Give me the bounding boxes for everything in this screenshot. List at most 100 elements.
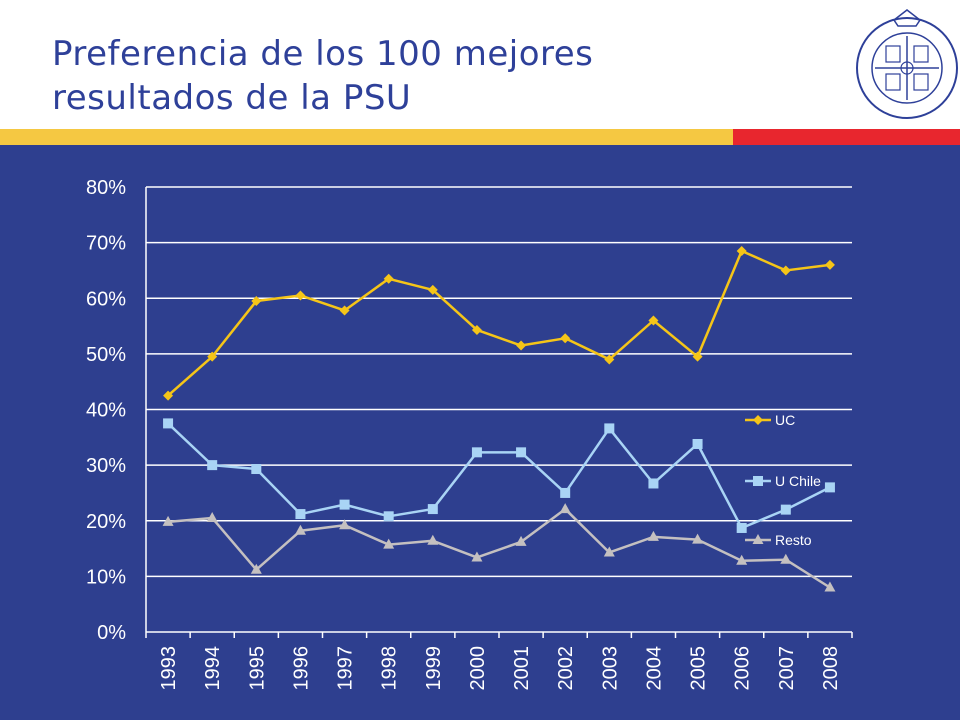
point-u-chile-1996 xyxy=(295,509,306,520)
x-tick-label-2003: 2003 xyxy=(599,646,621,691)
point-uc-2006 xyxy=(736,245,747,256)
point-resto-1997 xyxy=(339,519,351,530)
series-uc xyxy=(163,245,835,401)
header-stripe-red xyxy=(733,129,960,145)
y-tick-label-2: 20% xyxy=(86,511,126,533)
x-tick-label-2007: 2007 xyxy=(776,646,798,691)
legend-item-resto: Resto xyxy=(745,532,812,548)
y-tick-label-3: 30% xyxy=(86,455,126,477)
legend-marker-uc xyxy=(753,415,763,425)
point-u-chile-1997 xyxy=(339,499,350,510)
point-uc-2003 xyxy=(604,354,615,365)
y-tick-label-8: 80% xyxy=(86,177,126,199)
y-tick-label-1: 10% xyxy=(86,566,126,588)
chart-series xyxy=(162,245,836,592)
x-tick-label-2008: 2008 xyxy=(820,646,842,691)
point-resto-2002 xyxy=(559,503,571,514)
point-u-chile-1999 xyxy=(427,504,438,515)
legend-marker-u-chile xyxy=(753,476,763,486)
slide-title-line-1: Preferencia de los 100 mejores xyxy=(52,34,594,74)
point-u-chile-1998 xyxy=(383,511,394,522)
point-uc-1999 xyxy=(427,284,438,295)
point-uc-2000 xyxy=(471,324,482,335)
legend-item-u-chile: U Chile xyxy=(745,473,821,489)
point-uc-2008 xyxy=(824,259,835,270)
point-uc-1995 xyxy=(251,296,262,307)
x-tick-label-2000: 2000 xyxy=(467,646,489,691)
y-tick-label-7: 70% xyxy=(86,233,126,255)
x-tick-label-2001: 2001 xyxy=(511,646,533,691)
x-tick-label-2002: 2002 xyxy=(555,646,577,691)
point-resto-2000 xyxy=(471,551,483,562)
point-uc-2005 xyxy=(692,351,703,362)
point-u-chile-2003 xyxy=(604,423,615,434)
point-resto-1996 xyxy=(294,524,306,535)
point-uc-1993 xyxy=(163,390,174,401)
x-tick-label-1997: 1997 xyxy=(335,646,357,691)
point-resto-1998 xyxy=(383,538,395,549)
point-resto-1993 xyxy=(162,515,174,526)
legend-item-uc: UC xyxy=(745,412,795,428)
legend-label-u-chile: U Chile xyxy=(775,473,821,489)
x-axis-tick-labels: 1993 1994 1995 1996 1997 1998 1999 2000 2001 2002… xyxy=(158,646,842,691)
series-line-u-chile xyxy=(167,422,831,530)
y-tick-label-4: 40% xyxy=(86,400,126,422)
chart-background xyxy=(0,145,960,720)
point-u-chile-2007 xyxy=(780,504,791,515)
x-tick-label-2005: 2005 xyxy=(688,646,710,691)
point-u-chile-2001 xyxy=(516,447,527,458)
point-uc-2007 xyxy=(780,265,791,276)
chart-gridlines xyxy=(145,186,853,638)
point-u-chile-2004 xyxy=(648,478,659,489)
point-resto-2007 xyxy=(780,553,792,564)
y-tick-label-0: 0% xyxy=(97,622,126,644)
legend-label-resto: Resto xyxy=(775,532,812,548)
point-u-chile-1995 xyxy=(251,464,262,475)
point-u-chile-2006 xyxy=(736,522,747,533)
series-u-chile xyxy=(163,418,835,533)
y-tick-label-5: 50% xyxy=(86,344,126,366)
slide-title: Preferencia de los 100 mejores resultado… xyxy=(52,32,772,120)
y-tick-label-6: 60% xyxy=(86,288,126,310)
point-u-chile-1994 xyxy=(207,460,218,471)
series-line-uc xyxy=(167,249,831,397)
x-tick-label-1993: 1993 xyxy=(158,646,180,691)
point-u-chile-2005 xyxy=(692,438,703,449)
point-resto-2005 xyxy=(692,533,704,544)
point-resto-1999 xyxy=(427,534,439,545)
x-tick-label-1999: 1999 xyxy=(423,646,445,691)
point-uc-1996 xyxy=(295,290,306,301)
x-tick-label-1994: 1994 xyxy=(202,646,224,691)
point-uc-2002 xyxy=(560,333,571,344)
point-uc-1994 xyxy=(207,351,218,362)
point-uc-2004 xyxy=(648,315,659,326)
point-u-chile-2008 xyxy=(824,482,835,493)
legend-marker-resto xyxy=(752,534,764,544)
point-resto-1995 xyxy=(250,563,262,574)
point-resto-2001 xyxy=(515,535,527,546)
point-resto-2004 xyxy=(647,530,659,541)
series-line-resto xyxy=(167,507,831,589)
x-tick-label-1995: 1995 xyxy=(246,646,268,691)
x-tick-label-2006: 2006 xyxy=(732,646,754,691)
point-uc-1997 xyxy=(339,305,350,316)
chart-legend: UC U Chile Resto xyxy=(745,412,821,548)
university-seal-logo xyxy=(856,9,958,119)
point-resto-1994 xyxy=(206,511,218,522)
point-resto-2003 xyxy=(603,546,615,557)
point-u-chile-2002 xyxy=(560,487,571,498)
y-axis-tick-labels: 0% 10% 20% 30% 40% 50% 60% 70% 80% xyxy=(86,177,126,644)
point-resto-2006 xyxy=(736,554,748,565)
legend-label-uc: UC xyxy=(775,412,795,428)
series-resto xyxy=(162,503,836,592)
point-u-chile-1993 xyxy=(163,418,174,429)
point-resto-2008 xyxy=(824,581,836,592)
slide-title-line-2: resultados de la PSU xyxy=(52,78,412,118)
point-uc-1998 xyxy=(383,273,394,284)
x-tick-label-1996: 1996 xyxy=(290,646,312,691)
line-chart: 0%10%20%30%40%50%60%70%80% 1993 1994 1995 1… xyxy=(86,177,853,691)
x-tick-label-1998: 1998 xyxy=(379,646,401,691)
header-stripe-yellow xyxy=(0,129,733,145)
x-tick-label-2004: 2004 xyxy=(643,646,665,691)
